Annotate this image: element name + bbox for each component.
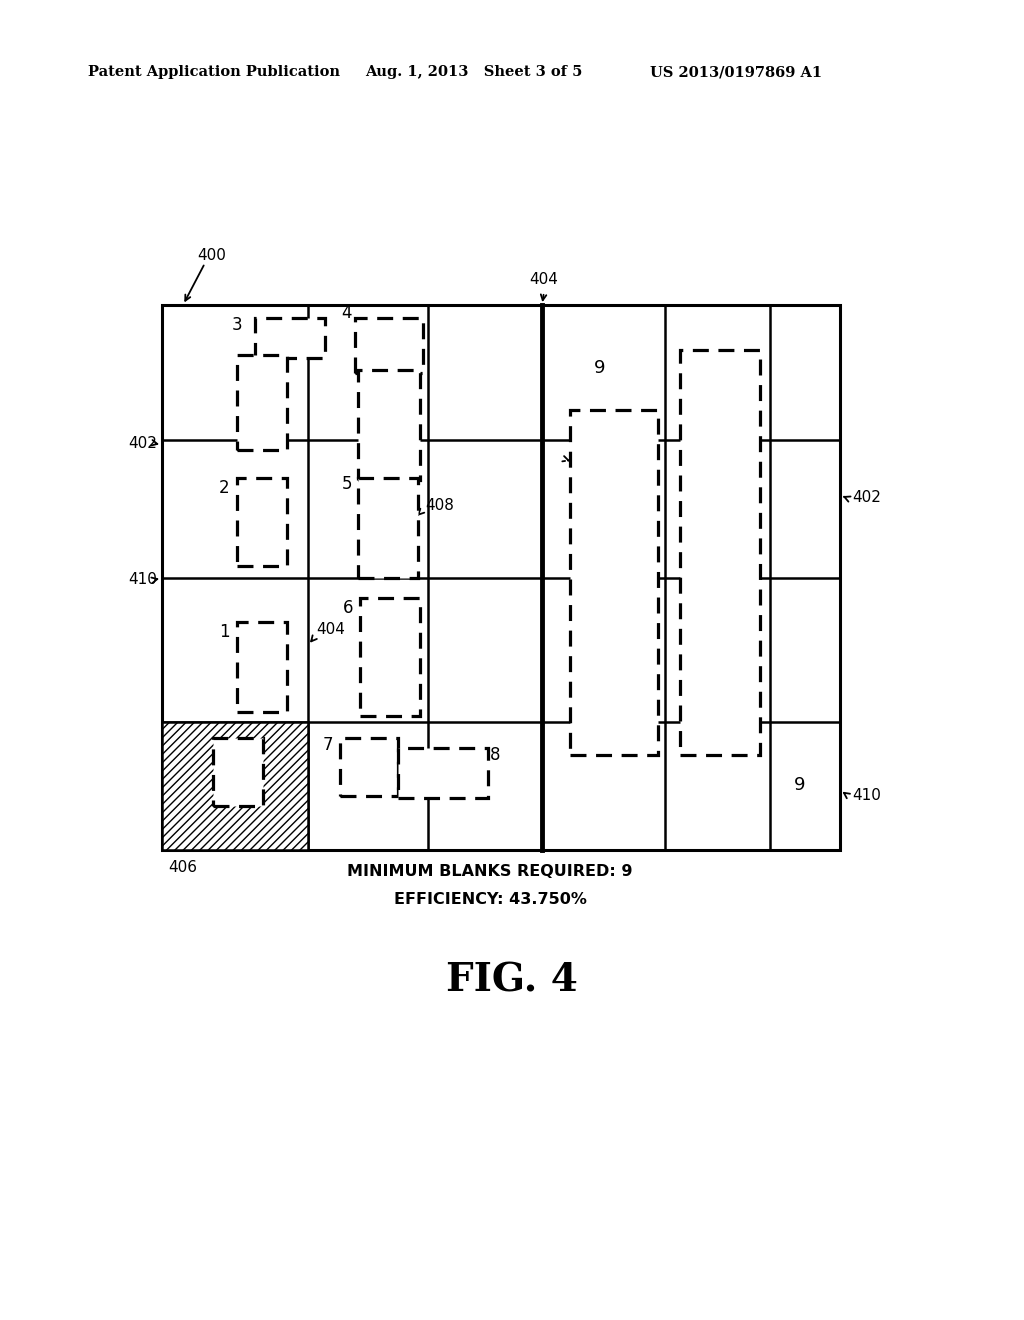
Bar bbox=[360, 598, 420, 715]
Text: 1: 1 bbox=[219, 623, 229, 642]
Text: 400: 400 bbox=[197, 248, 226, 263]
Bar bbox=[398, 748, 488, 799]
Bar bbox=[162, 722, 308, 850]
Text: 408: 408 bbox=[425, 498, 454, 512]
Text: 9: 9 bbox=[795, 776, 806, 795]
Bar bbox=[358, 478, 418, 578]
Bar bbox=[340, 738, 398, 796]
Text: 404: 404 bbox=[316, 623, 345, 638]
Text: Aug. 1, 2013   Sheet 3 of 5: Aug. 1, 2013 Sheet 3 of 5 bbox=[365, 65, 583, 79]
Text: Patent Application Publication: Patent Application Publication bbox=[88, 65, 340, 79]
Bar bbox=[358, 370, 420, 480]
Bar bbox=[570, 411, 658, 755]
Text: 4: 4 bbox=[341, 304, 351, 322]
Bar bbox=[237, 478, 287, 566]
Text: US 2013/0197869 A1: US 2013/0197869 A1 bbox=[650, 65, 822, 79]
Text: 2: 2 bbox=[219, 479, 229, 498]
Text: 9: 9 bbox=[594, 639, 606, 657]
Text: 9: 9 bbox=[710, 639, 721, 657]
Text: 402: 402 bbox=[128, 436, 157, 450]
Text: 9: 9 bbox=[710, 359, 721, 378]
Bar bbox=[355, 318, 423, 374]
Bar bbox=[162, 305, 840, 850]
Text: FIG. 4: FIG. 4 bbox=[446, 961, 578, 999]
Text: 9: 9 bbox=[594, 359, 606, 378]
Text: 9: 9 bbox=[594, 496, 606, 513]
Text: 406: 406 bbox=[168, 861, 197, 875]
Text: 408: 408 bbox=[572, 445, 601, 459]
Text: 410: 410 bbox=[852, 788, 881, 803]
Text: 9: 9 bbox=[710, 496, 721, 513]
Text: 402: 402 bbox=[852, 491, 881, 506]
Text: 6: 6 bbox=[343, 599, 353, 616]
Text: 5: 5 bbox=[342, 475, 352, 492]
Text: 8: 8 bbox=[489, 746, 501, 764]
Bar bbox=[255, 318, 325, 358]
Text: EFFICIENCY: 43.750%: EFFICIENCY: 43.750% bbox=[393, 892, 587, 908]
Text: MINIMUM BLANKS REQUIRED: 9: MINIMUM BLANKS REQUIRED: 9 bbox=[347, 865, 633, 879]
Bar bbox=[237, 355, 287, 450]
Bar bbox=[237, 622, 287, 711]
Text: 410: 410 bbox=[128, 573, 157, 587]
Text: 404: 404 bbox=[529, 272, 558, 288]
Text: 0: 0 bbox=[234, 781, 246, 799]
Text: 7: 7 bbox=[323, 737, 333, 754]
Bar bbox=[680, 350, 760, 755]
Text: 3: 3 bbox=[231, 315, 243, 334]
Bar bbox=[213, 738, 263, 807]
